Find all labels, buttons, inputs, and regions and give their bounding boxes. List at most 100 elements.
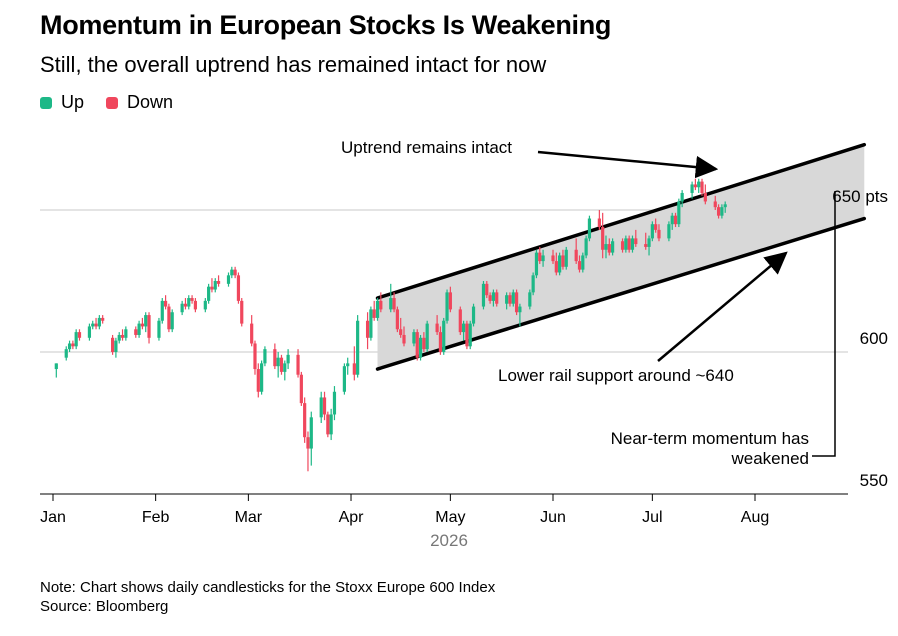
annotation-lower-rail-arrow [657, 251, 788, 362]
candle-body [147, 315, 151, 338]
candle-body [319, 397, 323, 418]
candle-body [395, 309, 399, 330]
candle [647, 235, 651, 256]
candle-body [210, 286, 214, 290]
candle [187, 295, 191, 310]
trend-channel [375, 142, 867, 371]
candle-body [356, 320, 360, 375]
candle [657, 224, 661, 242]
candle-body [495, 292, 499, 304]
candle [667, 221, 671, 242]
candle-body [538, 252, 542, 262]
candle-body [399, 329, 403, 335]
annotation-momentum-bracket [812, 191, 836, 457]
candle [554, 252, 558, 276]
candle-body [299, 374, 303, 404]
candle [134, 326, 138, 338]
candle [518, 303, 522, 327]
candle-body [667, 224, 671, 239]
candle [597, 210, 601, 230]
candle [485, 281, 489, 299]
candle [309, 411, 313, 466]
candle [620, 238, 625, 253]
annotation-uptrend-arrow [537, 150, 719, 179]
legend-swatch-up [40, 96, 52, 109]
x-tick-label-feb: Feb [142, 509, 170, 526]
candle-body [514, 292, 519, 313]
candle-body [471, 306, 476, 324]
candle-body [422, 337, 426, 350]
candle [627, 235, 631, 253]
candle [465, 320, 469, 350]
candle [193, 298, 197, 313]
candle [611, 238, 615, 256]
candle [468, 320, 472, 350]
candle [720, 204, 724, 219]
candle [210, 278, 214, 293]
x-tick-label-may: May [435, 509, 465, 526]
candle [54, 363, 58, 378]
candle-body [117, 334, 121, 341]
candle-body [120, 334, 125, 338]
candle [634, 229, 638, 247]
candle [190, 295, 194, 304]
candle [534, 249, 539, 279]
candle-body [64, 349, 68, 358]
candle [319, 391, 323, 423]
candle-body [163, 300, 168, 307]
candle [111, 334, 115, 355]
candle [120, 329, 125, 341]
candle [577, 255, 582, 273]
candle [303, 397, 307, 443]
candle [369, 306, 373, 341]
candle-body [352, 363, 356, 375]
candle [183, 298, 188, 310]
candle-body [657, 229, 661, 239]
candle-body [332, 391, 337, 415]
candle-body [326, 414, 330, 435]
candle-body [97, 317, 101, 327]
annotation-lower-rail: Lower rail support around ~640 [498, 366, 734, 385]
candle [422, 332, 426, 352]
candle-body [111, 337, 115, 352]
candle [630, 235, 635, 253]
candle [495, 289, 499, 307]
candle [531, 272, 535, 296]
candle [260, 360, 264, 395]
candle-body [488, 295, 492, 301]
candle [240, 298, 244, 327]
candle [395, 306, 399, 333]
candle [203, 298, 207, 313]
candle [389, 283, 393, 313]
candle-body [160, 300, 164, 321]
candle [137, 320, 141, 338]
candle [601, 212, 605, 259]
candle-body [71, 343, 75, 347]
candle [491, 289, 496, 307]
candle [299, 371, 303, 406]
annotation-momentum-line-1: Near-term momentum has [611, 429, 809, 448]
candle-body [342, 366, 346, 392]
candle-body [263, 349, 267, 364]
candle [703, 184, 707, 205]
candle [144, 312, 148, 333]
x-tick-label-jul: Jul [642, 509, 662, 526]
candle-body [604, 244, 608, 250]
candle-body [630, 238, 635, 250]
candle [541, 249, 545, 267]
candle-body [256, 369, 260, 392]
candle [412, 329, 416, 347]
candle-body [180, 303, 184, 313]
candle [415, 329, 419, 361]
candle [71, 340, 75, 350]
y-tick-label-650: 650 pts [832, 187, 888, 206]
candle-body [713, 201, 717, 208]
candle-body [236, 275, 241, 301]
candle-body [230, 269, 234, 276]
candle [514, 289, 519, 316]
candle-body [379, 300, 383, 310]
candle [147, 312, 151, 344]
candle [283, 360, 287, 381]
candle-body [541, 255, 545, 262]
candle-body [680, 192, 684, 202]
